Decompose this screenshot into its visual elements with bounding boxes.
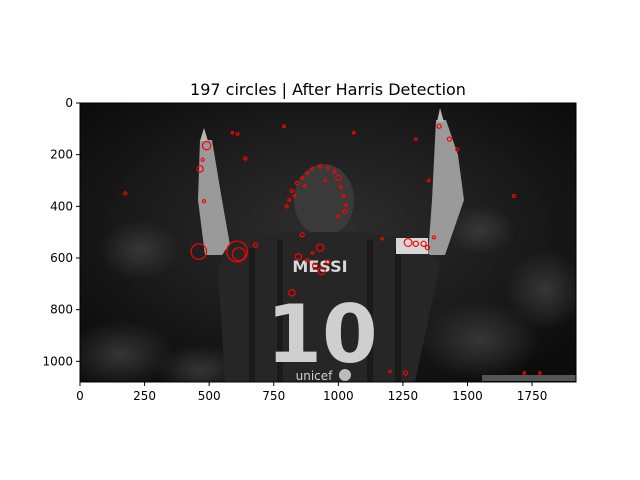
x-tick-label-1: 250 (133, 389, 156, 403)
detected-circle-8 (235, 132, 240, 136)
y-tick-label-1: 200 (50, 148, 73, 162)
detected-circle-42 (318, 164, 323, 169)
detected-circle-17 (426, 178, 431, 183)
detected-circle-31 (317, 266, 326, 276)
y-axis: 0 200 400 600 800 1000 (42, 96, 80, 368)
jersey-number: 10 (266, 288, 377, 381)
detected-circle-55 (522, 371, 527, 375)
background-photo: MESSI 10 unicef (80, 103, 576, 383)
detected-circle-45 (335, 174, 342, 182)
chart-title: 197 circles | After Harris Detection (190, 80, 466, 99)
detected-circle-19 (431, 235, 437, 240)
detected-circle-3 (201, 140, 212, 151)
jersey-name: MESSI (292, 257, 347, 276)
detected-circle-15 (446, 136, 453, 142)
detected-circles (123, 123, 542, 376)
detected-circle-4 (196, 165, 204, 173)
detected-circle-5 (200, 157, 205, 162)
detected-circle-56 (538, 371, 542, 375)
detected-circle-50 (336, 214, 341, 219)
y-tick-label-4: 800 (50, 303, 73, 317)
detected-circle-53 (323, 178, 328, 183)
y-tick-label-5: 1000 (42, 354, 73, 368)
x-tick-label-5: 1250 (388, 389, 419, 403)
y-tick-label-0: 0 (65, 96, 73, 110)
detected-circle-34 (288, 289, 296, 297)
detected-circle-35 (284, 204, 289, 209)
detected-circle-7 (123, 191, 128, 196)
detected-circle-38 (294, 180, 300, 186)
detected-circle-54 (402, 370, 409, 376)
player-silhouette: MESSI 10 unicef (198, 108, 464, 383)
detected-circle-25 (412, 240, 420, 247)
x-axis: 0 250 500 750 1000 1250 1500 1750 (76, 382, 547, 403)
detected-circle-21 (299, 232, 305, 238)
detected-circle-12 (352, 130, 356, 135)
detected-circle-47 (341, 194, 346, 198)
detected-circle-24 (403, 238, 413, 247)
detected-circle-28 (294, 253, 302, 261)
detected-circle-30 (311, 262, 319, 269)
x-tick-label-0: 0 (76, 389, 84, 403)
detected-circle-49 (342, 208, 348, 215)
y-tick-label-2: 400 (50, 199, 73, 213)
detected-circle-46 (338, 184, 344, 190)
detected-circle-13 (413, 137, 418, 142)
detected-circle-27 (424, 245, 431, 251)
detected-circle-37 (289, 188, 294, 193)
x-tick-label-7: 1750 (517, 389, 548, 403)
detected-circle-40 (305, 170, 310, 175)
detected-circle-2 (231, 247, 246, 262)
detected-circle-36 (287, 197, 292, 202)
detected-circle-43 (326, 165, 330, 170)
x-tick-label-2: 500 (198, 389, 221, 403)
detected-circle-0 (190, 243, 208, 260)
watermark-bar (482, 375, 576, 381)
detected-circle-57 (388, 369, 392, 374)
detected-circle-52 (302, 183, 307, 188)
detected-circle-11 (282, 124, 286, 129)
x-tick-label-4: 1000 (323, 389, 354, 403)
detected-circle-51 (292, 194, 297, 198)
plot-frame (79, 102, 577, 383)
detected-circle-23 (380, 236, 385, 241)
detected-circle-20 (253, 242, 259, 248)
detected-circle-26 (420, 240, 427, 247)
x-tick-label-6: 1500 (452, 389, 483, 403)
detected-circle-33 (310, 250, 315, 255)
detected-circle-29 (304, 258, 310, 263)
detected-circle-14 (436, 123, 442, 129)
detected-circle-44 (332, 169, 337, 174)
detected-circle-32 (325, 259, 331, 265)
detected-circle-18 (511, 193, 517, 199)
detected-circle-22 (316, 243, 325, 252)
detected-circle-48 (344, 203, 348, 207)
detected-circle-6 (201, 199, 207, 204)
detected-circle-41 (310, 166, 315, 171)
detected-circle-39 (300, 176, 305, 180)
x-tick-label-3: 750 (262, 389, 285, 403)
jersey-sponsor: unicef (296, 369, 334, 383)
detected-circle-9 (230, 130, 235, 135)
detected-circle-10 (243, 156, 248, 161)
detected-circle-16 (455, 147, 460, 152)
detected-circle-1 (226, 240, 249, 263)
y-tick-label-3: 600 (50, 251, 73, 265)
